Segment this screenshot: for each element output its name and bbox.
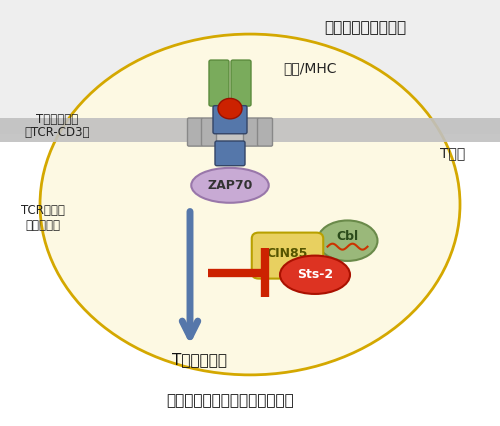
Text: （TCR-CD3）: （TCR-CD3） — [25, 126, 90, 138]
FancyBboxPatch shape — [244, 118, 258, 146]
Bar — [0, 118, 500, 142]
Bar — [0, 0, 500, 134]
Text: T細胞: T細胞 — [440, 147, 465, 160]
FancyBboxPatch shape — [252, 233, 323, 279]
Text: クラスター: クラスター — [25, 219, 60, 232]
Circle shape — [218, 98, 242, 119]
Text: Sts-2: Sts-2 — [297, 268, 333, 281]
Text: CIN85: CIN85 — [267, 248, 308, 260]
FancyBboxPatch shape — [202, 118, 216, 146]
FancyBboxPatch shape — [209, 60, 229, 106]
Ellipse shape — [40, 34, 460, 375]
Text: TCRミクロ: TCRミクロ — [20, 204, 64, 217]
Text: 抗原/MHC: 抗原/MHC — [283, 61, 337, 75]
Text: がん・感染細胞など: がん・感染細胞など — [324, 20, 406, 35]
Ellipse shape — [191, 168, 269, 203]
FancyBboxPatch shape — [215, 141, 245, 166]
FancyBboxPatch shape — [213, 106, 247, 134]
Text: 抗腫瘥・抗感染免疫応答の誘導: 抗腫瘥・抗感染免疫応答の誘導 — [166, 393, 294, 408]
Text: Cbl: Cbl — [336, 230, 358, 243]
Ellipse shape — [280, 256, 350, 294]
Ellipse shape — [318, 221, 378, 261]
FancyBboxPatch shape — [231, 60, 251, 106]
FancyBboxPatch shape — [188, 118, 202, 146]
Text: T細胞活性化: T細胞活性化 — [172, 352, 228, 368]
FancyBboxPatch shape — [258, 118, 272, 146]
Text: T細胞受容体: T細胞受容体 — [36, 113, 78, 126]
Text: ZAP70: ZAP70 — [208, 179, 252, 192]
